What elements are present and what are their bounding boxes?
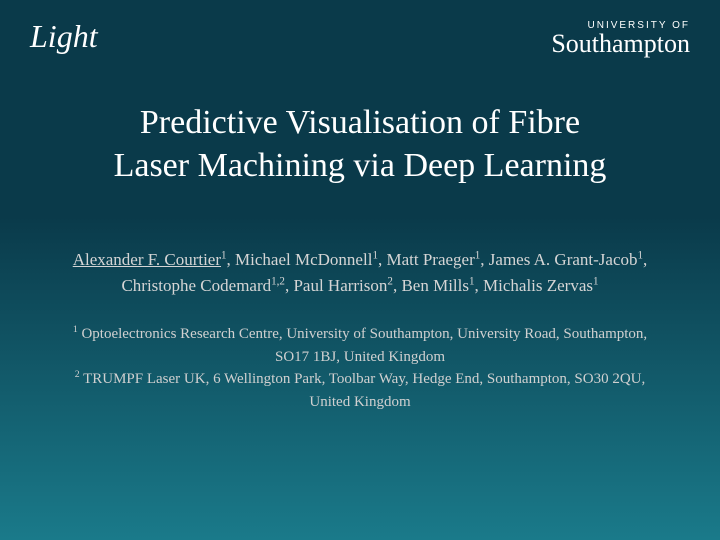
author-4-sup: 1 <box>638 249 644 261</box>
affiliations-block: 1 Optoelectronics Research Centre, Unive… <box>0 323 720 413</box>
author-7-sup: 1 <box>469 275 475 287</box>
author-6: Paul Harrison <box>293 276 387 295</box>
affiliation-2: 2 TRUMPF Laser UK, 6 Wellington Park, To… <box>60 368 660 413</box>
southampton-logo: UNIVERSITY OF Southampton <box>551 20 690 57</box>
author-3: Matt Praeger <box>386 250 474 269</box>
slide-title: Predictive Visualisation of Fibre Laser … <box>0 102 720 187</box>
author-1: Alexander F. Courtier <box>73 250 221 269</box>
title-line-2: Laser Machining via Deep Learning <box>114 147 607 184</box>
author-5: Christophe Codemard <box>121 276 271 295</box>
slide: Light UNIVERSITY OF Southampton Predicti… <box>0 0 720 540</box>
author-3-sup: 1 <box>475 249 481 261</box>
author-2-sup: 1 <box>372 249 378 261</box>
author-6-sup: 2 <box>387 275 393 287</box>
author-1-sup: 1 <box>221 249 227 261</box>
authors-block: Alexander F. Courtier1, Michael McDonnel… <box>0 247 720 298</box>
author-8-sup: 1 <box>593 275 599 287</box>
title-line-1: Predictive Visualisation of Fibre <box>140 104 580 141</box>
author-7: Ben Mills <box>401 276 469 295</box>
light-logo: Light <box>30 20 98 52</box>
header: Light UNIVERSITY OF Southampton <box>0 0 720 57</box>
affiliation-2-text: TRUMPF Laser UK, 6 Wellington Park, Tool… <box>80 371 646 410</box>
author-2: Michael McDonnell <box>235 250 372 269</box>
author-5-sup: 1,2 <box>271 275 285 287</box>
affiliation-1: 1 Optoelectronics Research Centre, Unive… <box>60 323 660 368</box>
logo-southampton: Southampton <box>551 31 690 57</box>
author-4: James A. Grant-Jacob <box>489 250 638 269</box>
author-8: Michalis Zervas <box>483 276 593 295</box>
affiliation-1-text: Optoelectronics Research Centre, Univers… <box>78 326 647 365</box>
